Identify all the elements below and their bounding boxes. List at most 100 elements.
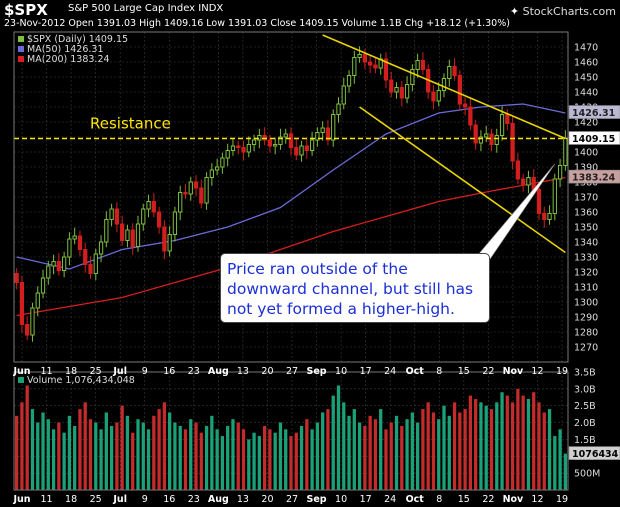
candle-body <box>478 136 484 144</box>
candle-body <box>399 87 404 99</box>
candle <box>288 127 294 156</box>
ma200-line <box>16 176 566 317</box>
volume-bar <box>257 436 261 490</box>
candle <box>172 206 178 242</box>
legend-price-swatch <box>18 36 24 42</box>
candle-body <box>383 58 389 81</box>
x-tick-label: 20 <box>261 366 273 377</box>
candle-body <box>552 178 557 214</box>
volume-bar <box>463 409 467 490</box>
candle-body <box>352 57 357 76</box>
candle-body <box>167 234 172 252</box>
volume-bar <box>458 412 462 490</box>
volume-bar <box>510 402 515 490</box>
candle-body <box>141 208 146 225</box>
x-tick-label-bottom: 27 <box>286 494 298 505</box>
candle <box>489 128 494 152</box>
x-tick-label-bottom: 20 <box>261 494 273 505</box>
candle-body <box>299 145 304 156</box>
x-tick-label-bottom: Nov <box>503 494 524 505</box>
candle <box>436 82 441 107</box>
candle-body <box>120 223 125 241</box>
candle <box>394 82 399 99</box>
candle-body <box>557 165 563 180</box>
volume-bar <box>226 425 230 490</box>
candle <box>383 52 389 89</box>
candle-body <box>368 61 373 66</box>
chart-header: $SPX S&P 500 Large Cap Index INDX 23-Nov… <box>0 0 620 30</box>
candle <box>404 76 410 104</box>
candle-body <box>447 66 452 79</box>
volume-bar <box>109 425 114 490</box>
candle <box>236 140 241 155</box>
candle <box>346 70 352 93</box>
candle <box>557 158 563 188</box>
volume-bar <box>431 412 436 490</box>
candle <box>193 175 199 197</box>
candle-body <box>114 208 120 225</box>
volume-bar <box>94 422 98 490</box>
volume-bar <box>315 422 320 490</box>
volume-bar <box>537 402 541 490</box>
candle <box>320 121 325 141</box>
candle-body <box>93 253 98 274</box>
candle-body <box>410 69 415 85</box>
candle <box>135 215 141 252</box>
y-tick-label: 1270 <box>574 343 598 354</box>
candle <box>220 152 225 174</box>
tag-last-box <box>568 131 620 145</box>
candle <box>315 127 320 147</box>
candle-body <box>83 249 88 265</box>
candle-body <box>225 150 230 159</box>
tag-ma200-box <box>568 169 620 184</box>
candle-body <box>415 60 420 70</box>
candle-body <box>278 136 283 145</box>
ticker-symbol: $SPX <box>4 1 48 19</box>
legend-ma200: MA(200) 1383.24 <box>27 54 110 65</box>
star-icon: ✦ <box>509 5 520 18</box>
volume-tick-label: 2.5B <box>574 401 596 412</box>
candle <box>426 64 431 99</box>
candle-body <box>563 138 568 166</box>
volume-bar <box>331 395 335 490</box>
candle <box>468 98 473 131</box>
x-tick-label: Oct <box>406 366 425 377</box>
candle <box>431 85 436 110</box>
volume-bar <box>99 429 103 490</box>
x-tick-label-bottom: 23 <box>188 494 200 505</box>
volume-bar <box>484 405 488 490</box>
candle <box>325 119 331 146</box>
volume-bar <box>547 409 552 490</box>
volume-panel-frame <box>13 371 569 491</box>
candle <box>283 128 288 144</box>
brand-logo: ✦ StockCharts.com <box>510 5 616 18</box>
volume-bar <box>278 422 283 490</box>
candle-body <box>125 229 130 241</box>
candle-body <box>331 114 336 141</box>
volume-bar <box>152 415 156 490</box>
candle <box>521 173 526 192</box>
candle <box>246 136 251 158</box>
candle <box>225 143 230 167</box>
volume-bar <box>310 429 314 490</box>
x-tick-label: 12 <box>531 366 543 377</box>
candle <box>478 130 484 152</box>
candle-body <box>294 147 299 156</box>
candle-body <box>172 211 178 235</box>
candle <box>30 302 35 342</box>
candle-body <box>267 139 273 147</box>
volume-bar <box>526 398 531 490</box>
volume-bar <box>15 415 19 490</box>
candle <box>341 77 346 110</box>
candle <box>146 194 151 218</box>
x-tick-label: 17 <box>360 366 372 377</box>
candle-body <box>515 160 521 180</box>
candle-body <box>505 114 510 124</box>
candle-body <box>98 241 104 255</box>
candle <box>368 55 373 74</box>
x-tick-label-bottom: 8 <box>436 494 442 505</box>
candle <box>447 59 452 87</box>
candles <box>14 46 568 342</box>
candle-body <box>199 187 204 204</box>
candle <box>77 230 83 257</box>
